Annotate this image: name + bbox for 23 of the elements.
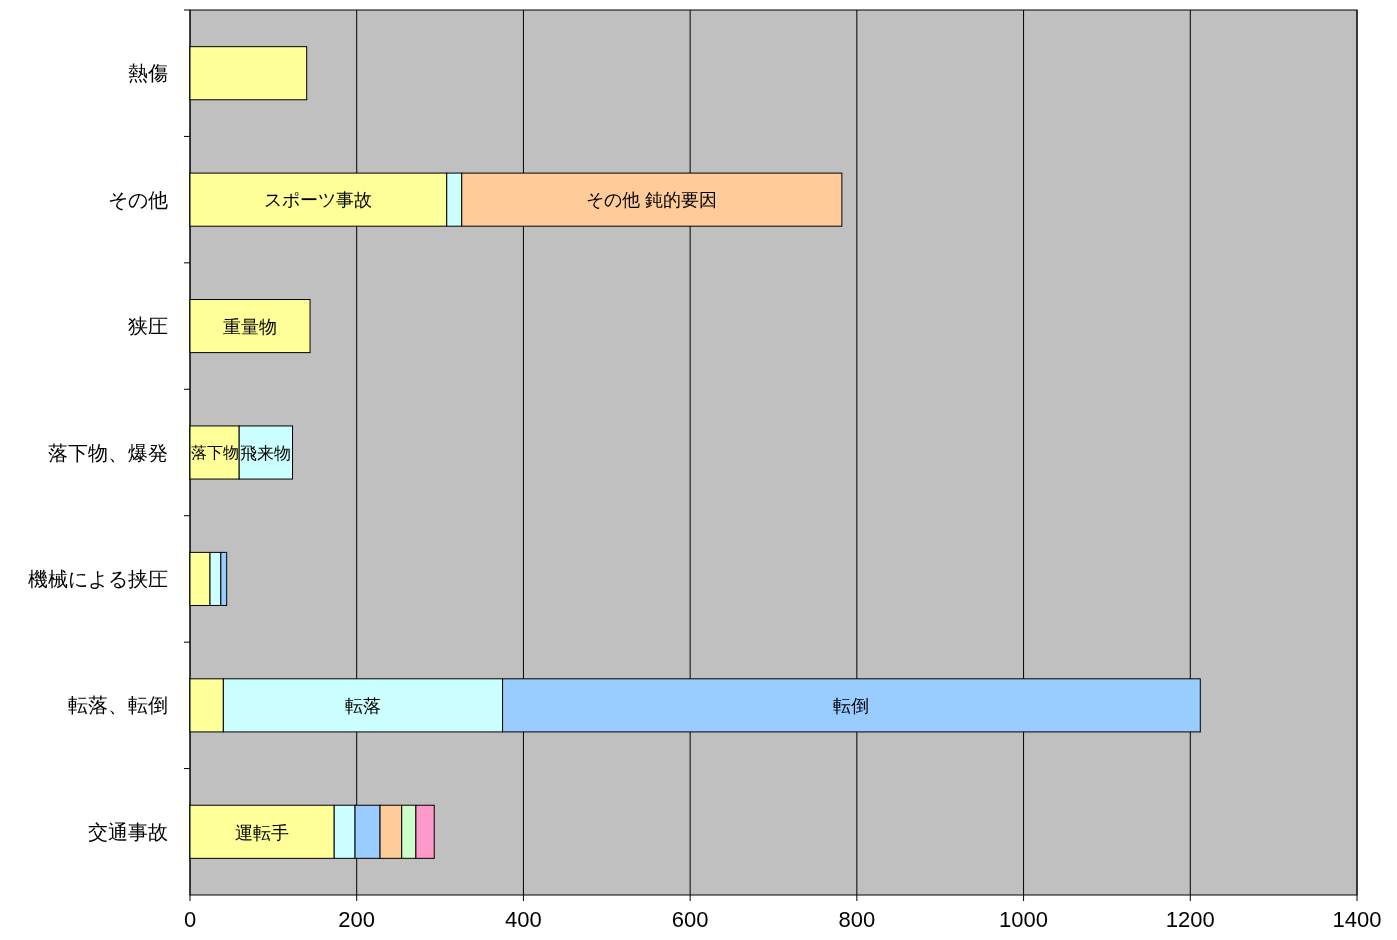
data-label: 飛来物 — [240, 443, 292, 463]
data-label: 運転手 — [235, 822, 290, 843]
x-tick-label: 1400 — [1332, 907, 1382, 932]
y-tick-label: その他 — [108, 188, 168, 211]
y-tick-label: 狭圧 — [128, 315, 168, 338]
data-label: その他 鈍的要因 — [586, 190, 718, 211]
x-tick-label: 800 — [838, 907, 876, 932]
data-label: 転倒 — [833, 696, 870, 717]
data-label: 転落 — [344, 696, 381, 717]
x-tick-label: 0 — [183, 907, 197, 932]
y-tick-label: 落下物、爆発 — [48, 441, 168, 464]
y-tick-label: 熱傷 — [128, 62, 168, 85]
x-tick-label: 1200 — [1165, 907, 1215, 932]
data-label: 落下物 — [190, 444, 239, 462]
y-tick-label: 転落、転倒 — [68, 694, 168, 717]
data-label: 重量物 — [223, 316, 278, 337]
y-tick-label: 交通事故 — [88, 820, 168, 843]
x-tick-label: 200 — [338, 907, 376, 932]
y-tick-label: 機械による挟圧 — [28, 567, 168, 590]
x-tick-label: 1000 — [999, 907, 1049, 932]
x-tick-label: 400 — [505, 907, 542, 932]
data-label: スポーツ事故 — [264, 190, 373, 211]
x-tick-label: 600 — [671, 907, 709, 932]
